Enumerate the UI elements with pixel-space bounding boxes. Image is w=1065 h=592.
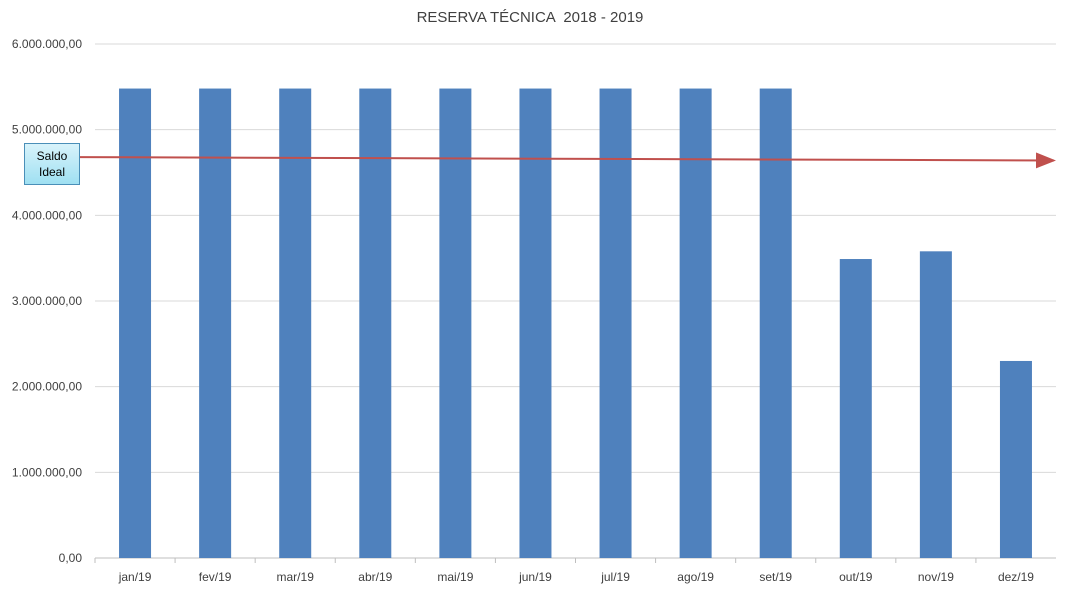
x-tick-label: jan/19: [118, 570, 152, 584]
x-tick-label: mai/19: [437, 570, 473, 584]
y-tick-label: 6.000.000,00: [12, 37, 82, 51]
bar-ago-19: [679, 88, 712, 559]
x-tick-label: set/19: [759, 570, 792, 584]
bar-jan-19: [119, 88, 152, 559]
y-tick-label: 2.000.000,00: [12, 380, 82, 394]
x-tick-label: abr/19: [358, 570, 392, 584]
bar-jun-19: [519, 88, 552, 559]
bar-set-19: [759, 88, 792, 559]
saldo-ideal-annotation: Saldo Ideal: [24, 143, 80, 185]
bar-mar-19: [279, 88, 312, 559]
y-tick-label: 5.000.000,00: [12, 123, 82, 137]
x-tick-label: mar/19: [277, 570, 315, 584]
x-tick-label: nov/19: [918, 570, 954, 584]
x-tick-label: out/19: [839, 570, 873, 584]
y-tick-label: 1.000.000,00: [12, 465, 82, 479]
x-tick-label: jul/19: [600, 570, 630, 584]
x-tick-label: dez/19: [998, 570, 1034, 584]
x-tick-label: jun/19: [518, 570, 552, 584]
y-tick-label: 4.000.000,00: [12, 208, 82, 222]
bar-abr-19: [359, 88, 392, 559]
x-tick-label: ago/19: [677, 570, 714, 584]
chart-title: RESERVA TÉCNICA 2018 - 2019: [416, 9, 644, 26]
bar-fev-19: [199, 88, 232, 559]
bar-out-19: [839, 259, 872, 558]
saldo-ideal-line: [79, 152, 1056, 169]
y-tick-label: 0,00: [59, 551, 83, 565]
bar-nov-19: [919, 251, 952, 558]
y-tick-label: 3.000.000,00: [12, 294, 82, 308]
bar-jul-19: [599, 88, 632, 559]
bar-dez-19: [999, 360, 1032, 558]
bar-mai-19: [439, 88, 472, 559]
x-tick-label: fev/19: [199, 570, 232, 584]
